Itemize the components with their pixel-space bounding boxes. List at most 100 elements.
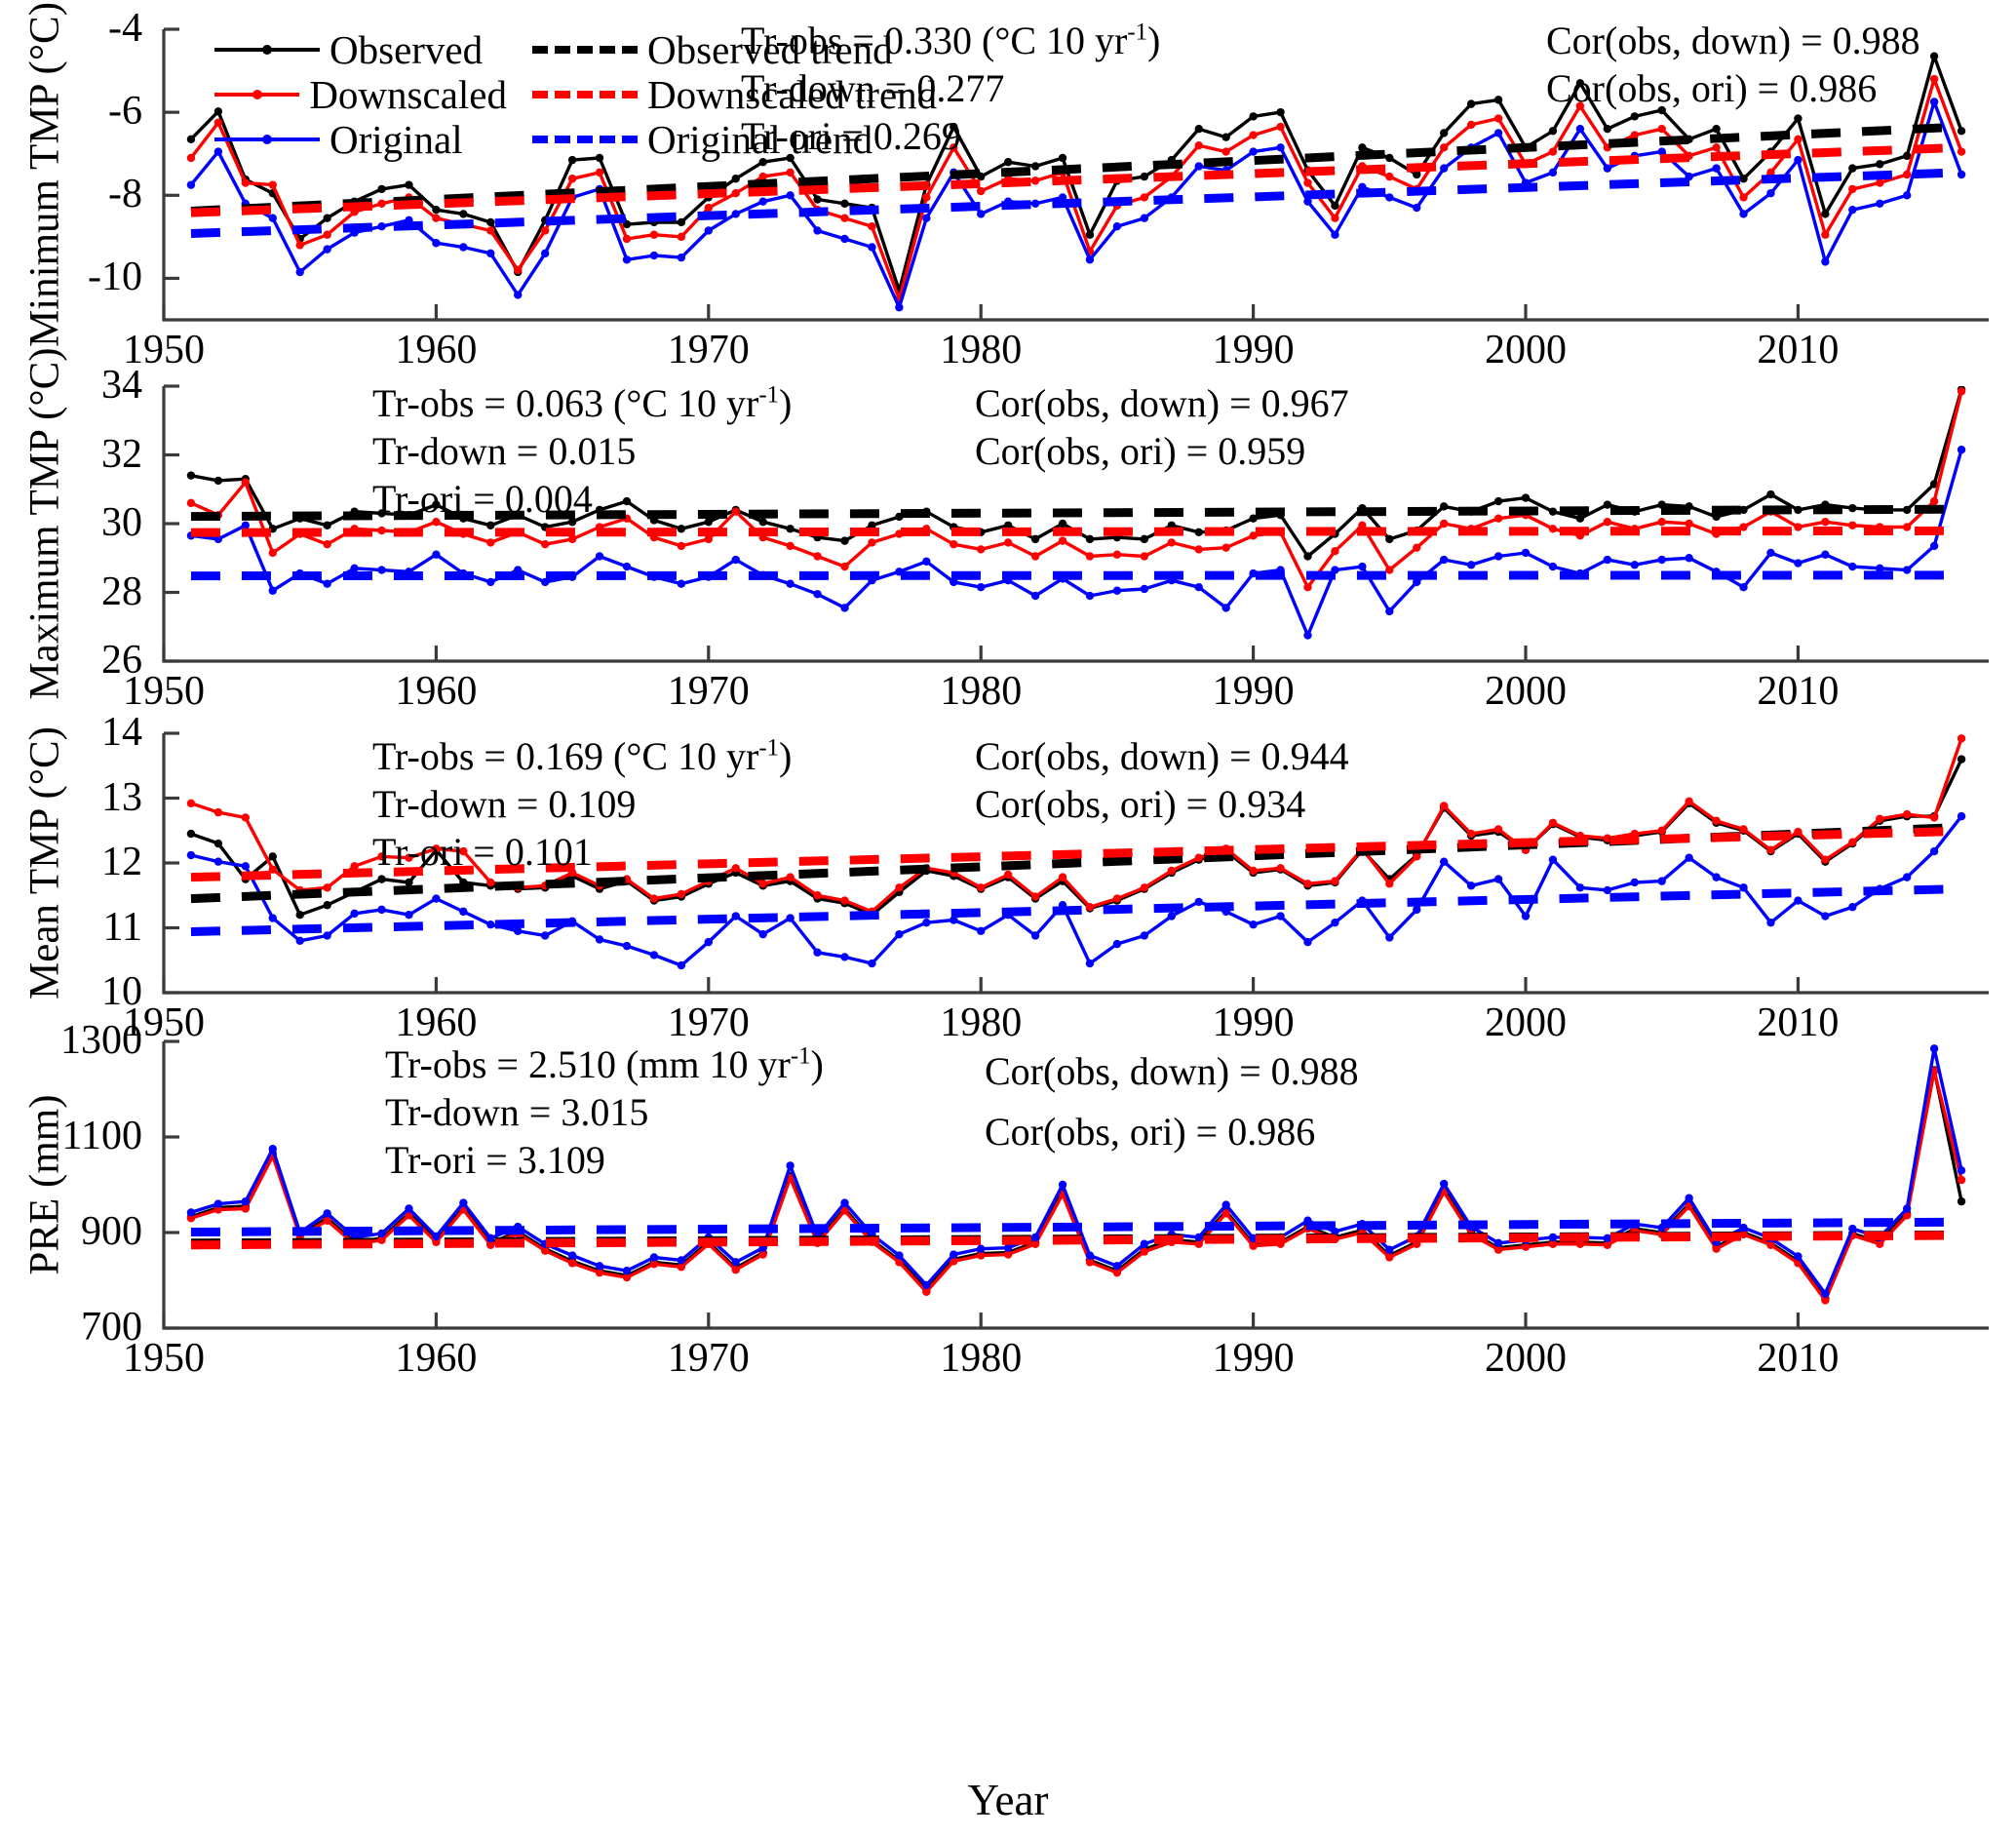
data-point [405, 215, 413, 225]
data-point [1766, 846, 1775, 856]
data-point [977, 1251, 986, 1260]
y-tick-label: 10 [101, 969, 142, 1014]
data-point [241, 875, 251, 883]
data-point [840, 562, 849, 571]
data-point [1739, 883, 1748, 892]
data-point [649, 251, 659, 260]
data-point [1657, 1230, 1666, 1239]
data-point [1766, 918, 1775, 927]
data-point [1303, 1216, 1312, 1225]
data-point [459, 907, 468, 917]
data-point [1221, 133, 1230, 141]
data-point [1521, 548, 1531, 558]
data-point [1194, 855, 1203, 864]
data-point [295, 911, 304, 920]
data-point [1739, 583, 1748, 592]
data-point [1848, 1229, 1857, 1238]
legend-item-observed[interactable]: Observed [214, 27, 507, 72]
data-point [1413, 526, 1421, 535]
data-point [268, 914, 277, 922]
data-point [1766, 168, 1775, 177]
data-point [1548, 127, 1558, 136]
data-point [1439, 502, 1449, 511]
data-point [1276, 1239, 1285, 1248]
data-point [1929, 1067, 1939, 1076]
legend-marker-dot [252, 90, 262, 99]
data-point [1739, 1223, 1748, 1233]
data-point [1058, 1188, 1067, 1196]
x-tick-label: 1960 [395, 669, 478, 714]
cor-obs-down-line: Cor(obs, down) = 0.988 [1546, 19, 1920, 62]
data-point [649, 1253, 659, 1262]
y-tick-label: -6 [108, 89, 142, 135]
legend-item-original-trend[interactable]: Original trend [532, 117, 942, 162]
data-point [1902, 809, 1912, 819]
data-point [1575, 1233, 1585, 1242]
data-point [950, 1257, 958, 1266]
data-point [1848, 903, 1857, 912]
data-point [1929, 480, 1939, 489]
legend: Observed Downscaled Original Observed trend… [214, 27, 942, 162]
data-point [786, 579, 795, 588]
legend-swatch-icon [532, 84, 638, 105]
data-point [1685, 1199, 1693, 1208]
legend-swatch-icon [532, 129, 638, 150]
data-point [1712, 1244, 1721, 1253]
data-point [595, 935, 604, 944]
x-axis-label: Year [967, 1776, 1049, 1824]
data-point [1876, 523, 1884, 531]
data-point [432, 1237, 441, 1247]
data-point [1466, 1228, 1476, 1237]
data-point [1085, 1256, 1095, 1265]
tr-obs-exponent: -1 [790, 1042, 811, 1070]
data-point [405, 1204, 413, 1213]
cor-obs-ori-line: Cor(obs, ori) = 0.986 [1546, 65, 1878, 110]
data-point [540, 1246, 550, 1255]
data-point [977, 883, 986, 892]
data-point [486, 1240, 495, 1249]
data-point [1112, 586, 1122, 595]
data-point [1303, 881, 1312, 890]
data-point [977, 583, 986, 592]
tr-obs-line: Tr-obs = 2.510 (mm 10 yr-1) [385, 1041, 824, 1089]
data-point [377, 1235, 386, 1245]
data-point [1657, 147, 1666, 156]
data-point [1140, 552, 1149, 561]
legend-item-downscaled-trend[interactable]: Downscaled trend [532, 72, 942, 117]
data-point [1521, 178, 1531, 187]
data-point [514, 1222, 523, 1232]
data-point [1439, 1179, 1449, 1189]
data-point [1957, 387, 1966, 396]
data-point [1794, 114, 1803, 123]
data-point [704, 203, 714, 213]
x-tick-label: 1950 [123, 328, 205, 372]
data-point [977, 528, 986, 537]
data-point [1167, 538, 1176, 547]
legend-item-observed-trend[interactable]: Observed trend [532, 27, 942, 72]
data-point [1249, 1239, 1258, 1248]
data-point [432, 239, 441, 248]
x-tick-label: 1970 [667, 1000, 750, 1045]
data-point [1630, 831, 1639, 841]
data-point [1876, 564, 1884, 573]
data-point [514, 883, 523, 892]
legend-item-downscaled[interactable]: Downscaled [214, 72, 507, 117]
data-point [323, 230, 331, 239]
legend-item-original[interactable]: Original [214, 117, 507, 162]
data-point [1712, 816, 1721, 825]
tr-obs-unit: (mm 10 yr [626, 1042, 791, 1086]
data-point [1358, 562, 1367, 571]
data-point [377, 526, 386, 535]
data-point [1167, 866, 1176, 876]
data-point [323, 1209, 331, 1218]
data-point [1876, 505, 1884, 515]
data-point [1794, 559, 1803, 568]
data-point [1276, 1233, 1285, 1242]
data-point [1821, 230, 1830, 239]
data-point [1249, 514, 1258, 523]
data-point [1902, 1211, 1912, 1220]
data-point [1276, 143, 1285, 152]
data-point [514, 291, 523, 299]
cor-obs-ori-line: Cor(obs, ori) = 0.959 [975, 428, 1306, 473]
data-point [1794, 1259, 1803, 1268]
